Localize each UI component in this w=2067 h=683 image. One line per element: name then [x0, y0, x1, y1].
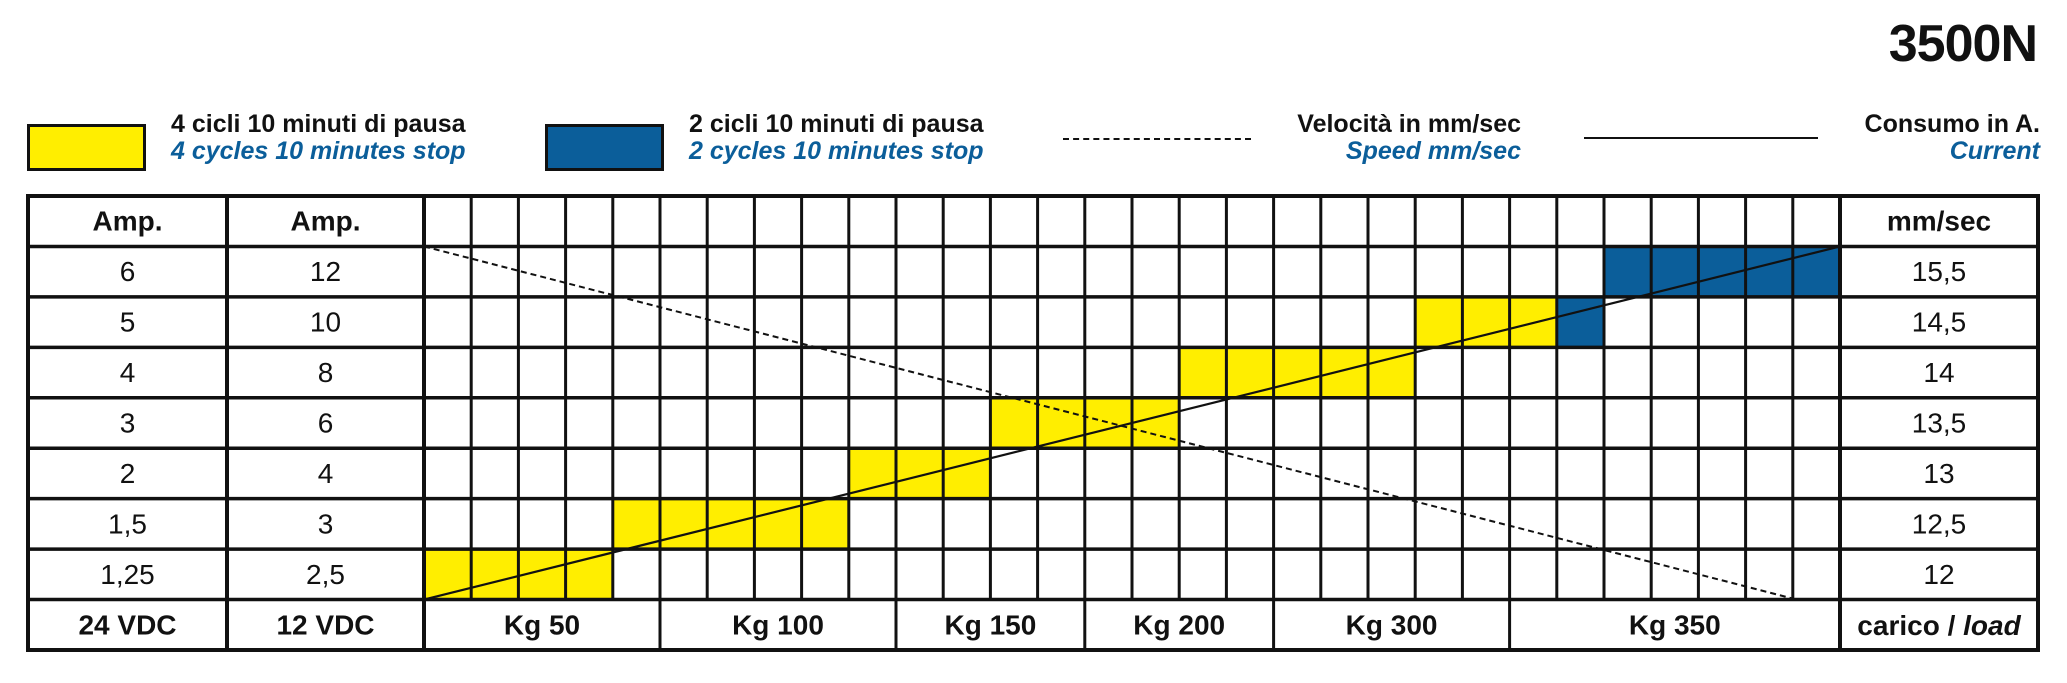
legend-speed-line: [1063, 138, 1251, 140]
header-amp-12vdc: Amp.: [291, 206, 361, 237]
amp-24vdc-value: 3: [120, 408, 136, 439]
amp-24vdc-value: 6: [120, 256, 136, 287]
load-group-label: Kg 150: [944, 609, 1036, 640]
speed-value: 12,5: [1912, 508, 1967, 539]
legend-speed-text: Velocità in mm/sec Speed mm/sec: [1297, 111, 1521, 165]
amp-12vdc-value: 3: [318, 508, 334, 539]
load-group-label: Kg 100: [732, 609, 824, 640]
current-series-line: [423, 245, 1841, 601]
legend-speed-en: Speed mm/sec: [1345, 137, 1521, 165]
model-title: 3500N: [1888, 15, 2038, 73]
amp-12vdc-value: 10: [310, 307, 341, 338]
legend-swatch-yellow: [27, 124, 146, 171]
legend-blue-text: 2 cicli 10 minuti di pausa 2 cycles 10 m…: [689, 111, 984, 165]
header-amp-24vdc: Amp.: [93, 206, 163, 237]
amp-24vdc-value: 1,25: [100, 559, 155, 590]
speed-value: 13: [1923, 458, 1954, 489]
load-group-label: Kg 50: [504, 609, 580, 640]
legend-current-line: [1584, 137, 1818, 139]
duty-band-yellow-2: [848, 448, 991, 499]
duty-band-blue-6: [1556, 296, 1604, 348]
speed-series-line: [423, 245, 1794, 600]
legend-swatch-blue: [545, 124, 664, 171]
legend-current-text: Consumo in A. Current: [1865, 111, 2040, 165]
legend-speed-it: Velocità in mm/sec: [1297, 110, 1521, 138]
speed-value: 15,5: [1912, 256, 1967, 287]
legend-yellow-en: 4 cycles 10 minutes stop: [171, 137, 466, 165]
speed-value: 13,5: [1912, 408, 1967, 439]
amp-24vdc-value: 4: [120, 357, 136, 388]
legend-blue-en: 2 cycles 10 minutes stop: [689, 137, 984, 165]
amp-24vdc-value: 1,5: [108, 508, 147, 539]
speed-value: 14,5: [1912, 307, 1967, 338]
legend-blue-it: 2 cicli 10 minuti di pausa: [689, 110, 984, 138]
speed-value: 12: [1923, 559, 1954, 590]
header-speed: mm/sec: [1887, 206, 1991, 237]
chart-frame: [26, 194, 2040, 652]
legend-current-en: Current: [1949, 137, 2040, 165]
speed-value: 14: [1923, 357, 1954, 388]
amp-12vdc-value: 2,5: [306, 559, 345, 590]
footer-24vdc: 24 VDC: [78, 609, 176, 640]
amp-24vdc-value: 2: [120, 458, 136, 489]
legend-yellow-text: 4 cicli 10 minuti di pausa 4 cycles 10 m…: [171, 111, 466, 165]
legend-current-it: Consumo in A.: [1864, 110, 2040, 138]
footer-12vdc: 12 VDC: [276, 609, 374, 640]
amp-12vdc-value: 8: [318, 357, 334, 388]
duty-band-yellow-4: [1179, 347, 1416, 398]
amp-24vdc-value: 5: [120, 307, 136, 338]
footer-load-en: load: [1963, 609, 2021, 640]
load-group-label: Kg 300: [1346, 609, 1438, 640]
load-group-label: Kg 350: [1629, 609, 1721, 640]
duty-band-blue-7: [1604, 246, 1840, 297]
amp-12vdc-value: 4: [318, 458, 334, 489]
footer-load-label: carico / load: [1857, 609, 2021, 640]
load-group-label: Kg 200: [1133, 609, 1225, 640]
amp-12vdc-value: 12: [310, 256, 341, 287]
amp-12vdc-value: 6: [318, 408, 334, 439]
footer-load-it: carico /: [1857, 609, 1963, 640]
legend-yellow-it: 4 cicli 10 minuti di pausa: [171, 110, 466, 138]
